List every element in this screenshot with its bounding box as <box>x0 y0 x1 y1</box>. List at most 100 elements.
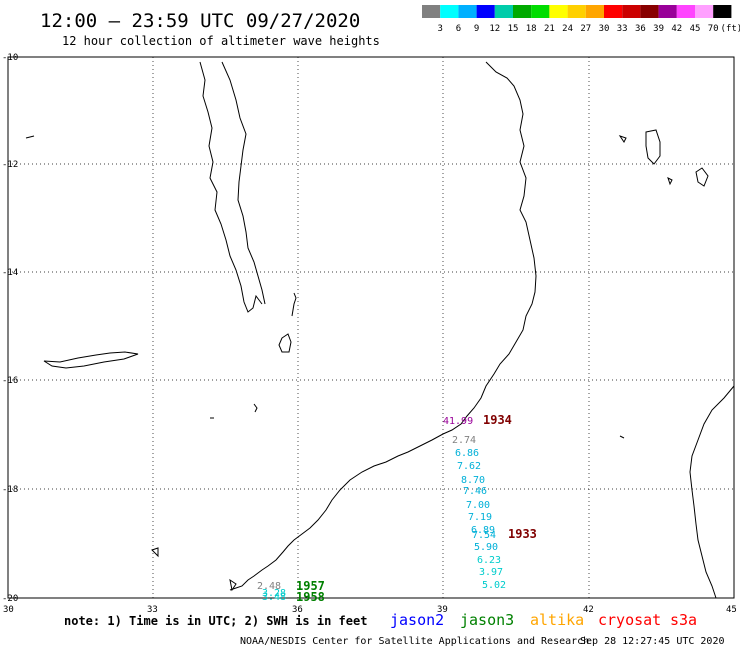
footer-note: note: 1) Time is in UTC; 2) SWH is in fe… <box>64 614 367 628</box>
swh-value: 6.86 <box>455 448 479 459</box>
pass-labels: 1934 1933 1957 1958 <box>296 413 537 604</box>
scale-label: 70 <box>708 24 719 34</box>
lat-label: -16 <box>2 376 18 386</box>
scale-label: 27 <box>580 24 591 34</box>
scale-swatch <box>658 5 677 18</box>
swh-value: 2.48 <box>257 581 281 592</box>
scale-swatch <box>676 5 695 18</box>
swh-values: 41.99 2.74 6.86 7.62 8.70 7.46 7.00 7.19… <box>257 416 506 603</box>
scale-swatch <box>476 5 495 18</box>
lake-chilwa <box>278 333 292 353</box>
pass-label: 1957 <box>296 579 325 593</box>
coast-madagascar <box>689 385 735 599</box>
pass-label: 1933 <box>508 527 537 541</box>
lat-label: -10 <box>2 53 18 63</box>
scale-label: 39 <box>653 24 664 34</box>
lat-label: -20 <box>2 594 18 604</box>
scale-label: 18 <box>526 24 537 34</box>
scale-label: 6 <box>456 24 461 34</box>
swh-value: 5.02 <box>482 580 506 591</box>
island-small-e <box>25 135 35 139</box>
shire-river-mark <box>291 292 297 317</box>
lake-kariba <box>43 351 139 369</box>
lon-label: 39 <box>437 605 448 615</box>
scale-label: 30 <box>599 24 610 34</box>
scale-swatch <box>531 5 550 18</box>
swh-value: 7.46 <box>463 486 487 497</box>
swh-value: 3.28 <box>262 588 286 599</box>
lake-malawi-east-shore <box>221 61 266 305</box>
scale-swatch <box>458 5 477 18</box>
map-title: 12:00 – 23:59 UTC 09/27/2020 <box>40 10 360 32</box>
footer-timestamp: Sep 28 12:27:45 UTC 2020 <box>580 636 725 647</box>
scale-label: 33 <box>617 24 628 34</box>
scale-label: 21 <box>544 24 555 34</box>
lake-malawi-west-shore <box>199 61 263 313</box>
swh-value: 3.48 <box>262 592 286 603</box>
lon-label: 33 <box>147 605 158 615</box>
lon-label: 36 <box>292 605 303 615</box>
scale-swatch <box>513 5 532 18</box>
comoros-island-2 <box>695 167 709 187</box>
scale-swatch <box>494 5 513 18</box>
scale-swatch <box>713 5 732 18</box>
lon-labels: 30 33 36 39 42 45 <box>3 605 737 615</box>
satellite-cryosat: cryosat <box>598 611 661 629</box>
lon-label: 30 <box>3 605 14 615</box>
swh-value: 3.97 <box>479 567 503 578</box>
swh-value: 6.23 <box>477 555 501 566</box>
plot-frame <box>7 56 735 599</box>
swh-value: 41.99 <box>443 416 473 427</box>
lon-label: 42 <box>583 605 594 615</box>
scale-swatch <box>695 5 714 18</box>
scale-label: 36 <box>635 24 646 34</box>
comoros-island-1 <box>645 129 661 165</box>
scale-label: 3 <box>437 24 442 34</box>
swh-value: 2.74 <box>452 435 476 446</box>
pass-label: 1958 <box>296 590 325 604</box>
coastlines <box>25 61 735 599</box>
scale-swatch <box>585 5 604 18</box>
swh-value: 6.89 <box>471 525 495 536</box>
swh-value: 8.70 <box>461 475 485 486</box>
lon-label: 45 <box>726 605 737 615</box>
island-small-f <box>151 547 159 558</box>
scale-label: 15 <box>508 24 519 34</box>
satellite-jason3: jason3 <box>460 611 514 629</box>
scale-swatch <box>549 5 568 18</box>
coast-mozambique <box>229 61 537 591</box>
scale-label: 12 <box>489 24 500 34</box>
scale-label: 9 <box>474 24 479 34</box>
scale-label: (ft) <box>721 24 740 34</box>
island-small-d <box>619 435 625 439</box>
lat-label: -18 <box>2 485 18 495</box>
swh-value: 7.19 <box>468 512 492 523</box>
footer-credit: NOAA/NESDIS Center for Satellite Applica… <box>240 636 589 647</box>
scale-swatch <box>604 5 623 18</box>
satellite-s3a: s3a <box>670 611 697 629</box>
scale-swatch <box>422 5 441 18</box>
swh-value: 5.90 <box>474 542 498 553</box>
satellite-altika: altika <box>530 611 584 629</box>
graticule <box>8 57 734 598</box>
lat-labels: -10 -12 -14 -16 -18 -20 <box>2 53 18 604</box>
island-small-b <box>618 135 627 143</box>
scale-swatch <box>622 5 641 18</box>
scale-label: 42 <box>671 24 682 34</box>
lat-label: -14 <box>2 268 18 278</box>
scale-swatch <box>640 5 659 18</box>
scale-label: 24 <box>562 24 573 34</box>
scale-swatch <box>567 5 586 18</box>
scale-label: 45 <box>690 24 701 34</box>
swh-value: 7.54 <box>472 530 496 541</box>
satellite-jason2: jason2 <box>390 611 444 629</box>
island-small-a <box>667 177 673 186</box>
scale-swatch <box>440 5 459 18</box>
island-small-c <box>253 403 258 413</box>
pass-label: 1934 <box>483 413 512 427</box>
swh-value: 7.62 <box>457 461 481 472</box>
map-subtitle: 12 hour collection of altimeter wave hei… <box>62 34 380 48</box>
satellite-legend: jason2 jason3 altika cryosat s3a <box>390 611 697 629</box>
